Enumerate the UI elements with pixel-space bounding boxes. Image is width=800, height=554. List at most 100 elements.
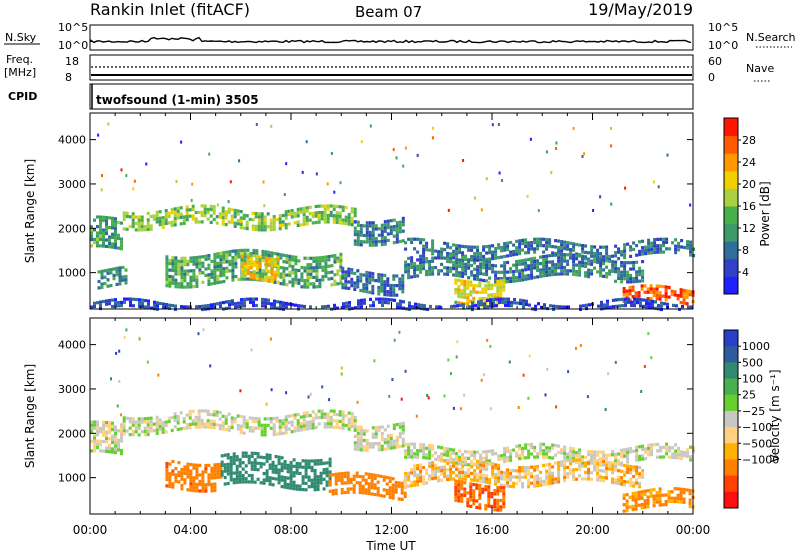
range-cell	[632, 484, 636, 488]
range-cell	[404, 263, 408, 267]
range-cell	[186, 462, 190, 466]
range-cell	[646, 498, 650, 502]
range-cell	[339, 268, 343, 272]
range-cell	[554, 480, 558, 484]
range-cell	[380, 233, 384, 237]
range-cell	[309, 266, 313, 270]
range-cell	[332, 412, 336, 416]
range-cell	[272, 227, 276, 232]
range-cell	[90, 244, 93, 248]
range-cell	[491, 472, 495, 476]
range-cell	[267, 269, 271, 273]
range-cell	[207, 479, 211, 483]
range-cell	[536, 262, 540, 266]
range-cell	[302, 418, 306, 422]
range-cell	[192, 272, 196, 276]
range-cell	[484, 507, 488, 511]
range-cell	[605, 456, 609, 461]
range-cell	[640, 503, 644, 507]
range-cell	[674, 247, 678, 251]
colorbar-segment	[724, 427, 738, 444]
range-cell	[496, 492, 500, 496]
range-cell	[261, 249, 265, 254]
range-cell	[635, 449, 639, 453]
range-cell	[637, 494, 641, 498]
range-cell	[499, 288, 503, 293]
range-cell	[252, 248, 256, 253]
range-cell	[628, 289, 632, 293]
range-cell	[410, 259, 414, 263]
range-cell	[578, 467, 582, 471]
range-cell	[333, 279, 337, 283]
range-cell	[339, 256, 343, 260]
range-cell	[335, 211, 339, 215]
range-cell	[165, 484, 169, 488]
range-cell	[295, 468, 299, 472]
range-cell	[512, 243, 516, 247]
range-cell	[518, 466, 522, 470]
range-cell	[509, 478, 513, 482]
range-cell	[171, 485, 175, 489]
range-cell	[467, 456, 471, 460]
range-cell	[402, 306, 405, 310]
range-cell	[210, 482, 214, 486]
range-cell	[383, 239, 387, 243]
range-cell	[527, 472, 531, 476]
range-cell	[629, 261, 633, 265]
range-cell	[569, 453, 573, 457]
range-cell	[267, 276, 271, 280]
range-cell	[108, 241, 111, 246]
range-cell	[554, 461, 558, 465]
range-cell	[108, 443, 111, 447]
range-cell	[525, 299, 528, 303]
range-cell	[171, 265, 175, 269]
range-cell	[296, 412, 300, 416]
range-cell	[596, 471, 600, 475]
range-cell	[560, 246, 564, 250]
range-cell	[512, 253, 516, 257]
range-cell	[544, 393, 547, 397]
range-cell	[572, 458, 576, 462]
range-cell	[328, 464, 332, 468]
range-cell	[224, 428, 228, 432]
range-cell	[240, 264, 244, 268]
range-cell	[186, 475, 190, 479]
range-cell	[449, 447, 453, 452]
range-cell	[276, 264, 280, 268]
range-cell	[226, 472, 230, 476]
range-cell	[350, 207, 354, 211]
range-cell	[301, 475, 305, 479]
range-cell	[551, 253, 555, 257]
range-cell	[131, 417, 135, 421]
range-cell	[488, 263, 492, 267]
range-cell	[452, 260, 456, 264]
range-cell	[578, 254, 582, 258]
range-cell	[382, 478, 386, 482]
range-cell	[509, 458, 513, 462]
range-cell	[323, 425, 327, 429]
range-cell	[452, 253, 456, 257]
range-cell	[506, 481, 510, 485]
range-cell	[102, 449, 105, 453]
range-cell	[563, 265, 567, 270]
range-cell	[486, 305, 489, 309]
range-cell	[183, 256, 187, 260]
range-cell	[671, 446, 675, 450]
range-cell	[440, 256, 444, 260]
range-cell	[161, 427, 165, 431]
range-cell	[419, 473, 423, 477]
range-cell	[622, 287, 626, 291]
range-cell	[506, 270, 510, 274]
range-cell	[201, 489, 205, 493]
range-cell	[243, 265, 247, 269]
range-cell	[230, 419, 234, 423]
range-cell	[611, 260, 615, 264]
range-cell	[641, 260, 645, 264]
range-cell	[229, 465, 233, 469]
range-cell	[481, 287, 485, 291]
range-cell	[265, 478, 269, 483]
range-cell	[599, 255, 603, 259]
range-cell	[530, 276, 534, 280]
range-cell	[218, 411, 222, 415]
range-cell	[117, 220, 120, 225]
